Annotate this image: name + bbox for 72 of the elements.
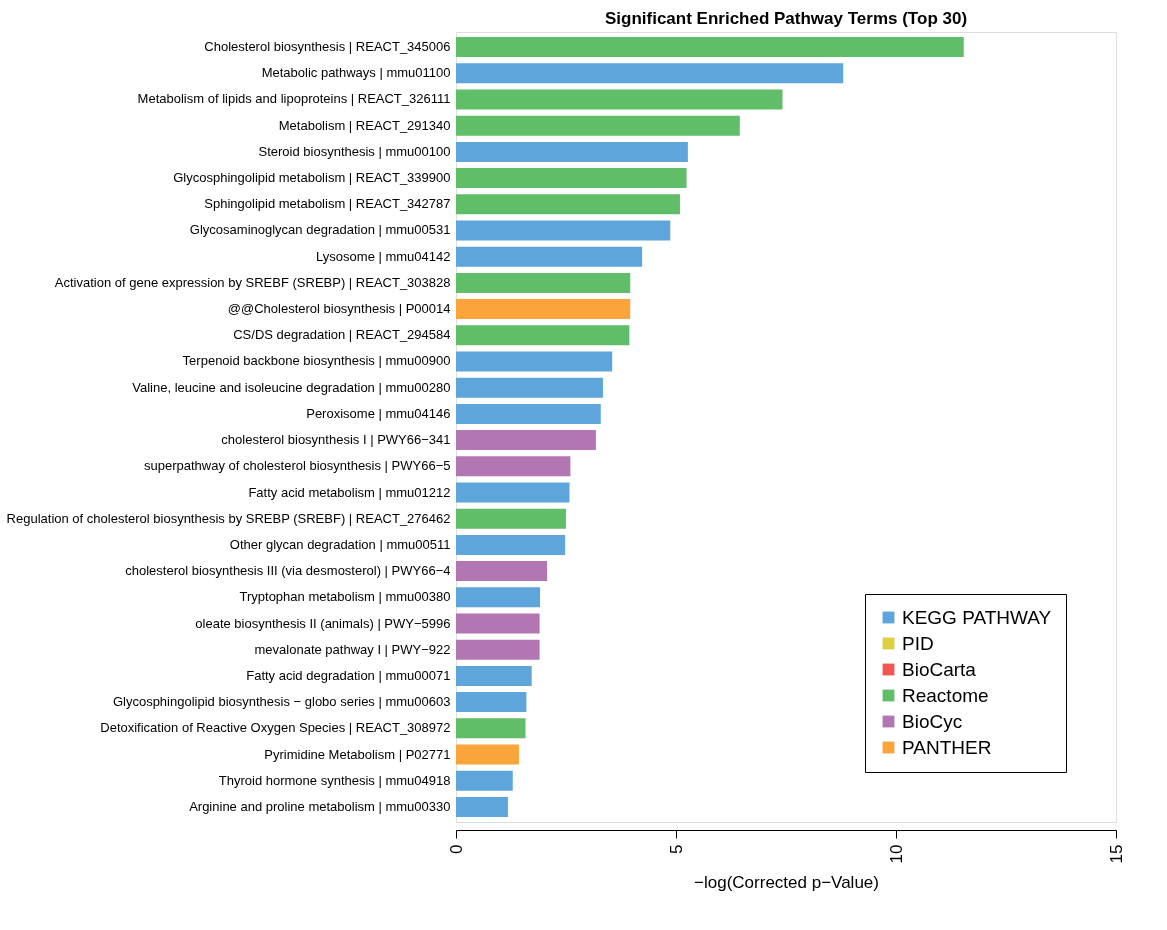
bar <box>456 639 540 660</box>
bar <box>456 770 513 791</box>
legend-label: Reactome <box>902 684 989 706</box>
y-tick-label: Valine, leucine and isoleucine degradation | mmu00280 <box>132 379 451 395</box>
y-tick-label: @@Cholesterol biosynthesis | P00014 <box>227 301 451 317</box>
bar <box>456 246 643 267</box>
legend-label: PID <box>902 632 934 654</box>
x-tick-label: 15 <box>1106 844 1126 864</box>
x-tick-label: 10 <box>886 844 906 864</box>
bar <box>456 89 783 110</box>
y-tick-label: Cholesterol biosynthesis | REACT_345006 <box>204 39 451 55</box>
legend-label: KEGG PATHWAY <box>902 606 1052 628</box>
y-tick-label: cholesterol biosynthesis III (via desmosterol) | PWY66−4 <box>125 563 451 579</box>
legend-label: PANTHER <box>902 736 992 758</box>
bar <box>456 194 680 215</box>
y-tick-label: Arginine and proline metabolism | mmu00330 <box>189 798 451 814</box>
bar <box>456 351 613 372</box>
bar <box>456 377 603 398</box>
bar <box>456 403 601 424</box>
y-tick-label: Metabolic pathways | mmu01100 <box>261 65 451 81</box>
y-tick-label: Steroid biosynthesis | mmu00100 <box>258 143 451 159</box>
bar <box>456 508 566 529</box>
bar <box>456 220 671 241</box>
y-tick-label: Pyrimidine Metabolism | P02771 <box>264 746 451 762</box>
x-tick-label: 5 <box>666 844 686 854</box>
y-tick-label: Detoxification of Reactive Oxygen Species | REACT_308972 <box>100 720 451 736</box>
y-tick-label: Glycosaminoglycan degradation | mmu00531 <box>189 222 451 238</box>
y-tick-label: cholesterol biosynthesis I | PWY66−341 <box>221 432 451 448</box>
bar <box>456 272 631 293</box>
y-tick-label: Other glycan degradation | mmu00511 <box>229 536 451 552</box>
bar <box>456 299 631 320</box>
y-tick-label: Glycosphingolipid metabolism | REACT_339900 <box>173 170 451 186</box>
bar <box>456 63 844 84</box>
y-tick-label: superpathway of cholesterol biosynthesis | PWY66−5 <box>143 458 451 474</box>
y-tick-label: Activation of gene expression by SREBF (SREBP) | REACT_303828 <box>54 274 451 290</box>
bar <box>456 587 541 608</box>
bar <box>456 744 519 765</box>
bar <box>456 534 566 555</box>
bar <box>456 456 571 477</box>
y-tick-label: mevalonate pathway I | PWY−922 <box>254 641 451 657</box>
y-tick-label: Sphingolipid metabolism | REACT_342787 <box>204 196 451 212</box>
bar <box>456 482 570 503</box>
bar <box>456 430 596 451</box>
y-tick-label: Lysosome | mmu04142 <box>316 248 451 264</box>
y-tick-label: Peroxisome | mmu04146 <box>306 405 451 421</box>
y-tick-label: Glycosphingolipid biosynthesis − globo series | mmu00603 <box>112 694 451 710</box>
y-tick-label: oleate biosynthesis II (animals) | PWY−5996 <box>195 615 451 631</box>
bar <box>456 718 526 739</box>
bar <box>456 692 527 713</box>
y-tick-label: Terpenoid backbone biosynthesis | mmu00900 <box>182 353 451 369</box>
legend-label: BioCarta <box>902 658 977 680</box>
bar <box>456 37 964 58</box>
bar <box>456 796 508 817</box>
bar <box>456 168 687 189</box>
bar <box>456 115 740 136</box>
y-tick-label: Regulation of cholesterol biosynthesis by SREBP (SREBF) | REACT_276462 <box>6 510 451 526</box>
legend-label: BioCyc <box>902 710 963 732</box>
y-tick-label: Thyroid hormone synthesis | mmu04918 <box>218 772 451 788</box>
bar <box>456 325 630 346</box>
y-tick-label: Fatty acid metabolism | mmu01212 <box>248 484 451 500</box>
x-tick-label: 0 <box>446 844 466 854</box>
y-tick-label: Fatty acid degradation | mmu00071 <box>246 667 451 683</box>
bar <box>456 561 548 582</box>
x-axis-title: −log(Corrected p−Value) <box>694 873 879 893</box>
y-tick-label: Metabolism | REACT_291340 <box>278 117 451 133</box>
y-tick-label: Metabolism of lipids and lipoproteins | REACT_326111 <box>137 91 451 107</box>
y-tick-label: CS/DS degradation | REACT_294584 <box>233 327 451 343</box>
y-tick-label: Tryptophan metabolism | mmu00380 <box>239 589 451 605</box>
bar <box>456 613 540 634</box>
bar <box>456 141 688 162</box>
bar <box>456 665 532 686</box>
chart-title: Significant Enriched Pathway Terms (Top 30) <box>604 9 968 28</box>
